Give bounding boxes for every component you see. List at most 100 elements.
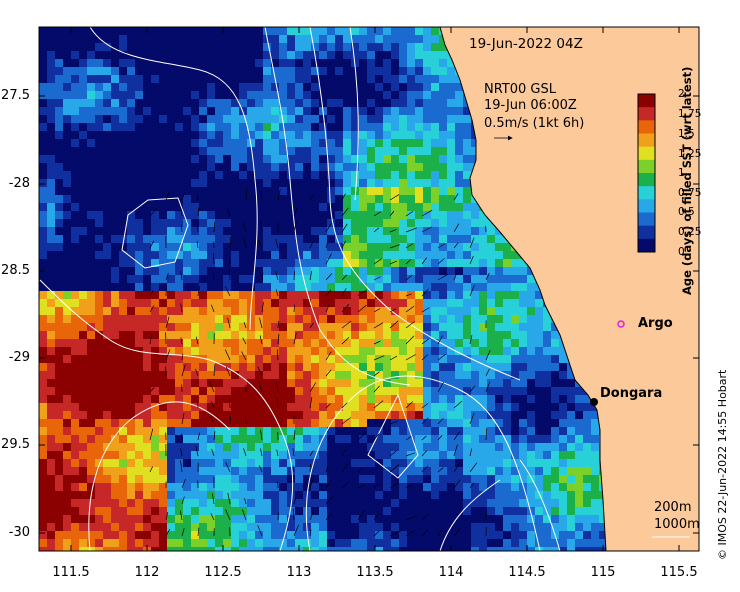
sst-age-cell <box>367 299 375 307</box>
sst-age-cell <box>111 419 119 427</box>
sst-age-cell <box>527 387 535 395</box>
sst-age-cell <box>335 347 343 355</box>
sst-age-cell <box>119 275 127 283</box>
sst-age-cell <box>511 411 519 419</box>
sst-age-cell <box>559 443 567 451</box>
current-vector <box>195 445 199 457</box>
sst-age-cell <box>143 219 151 227</box>
sst-age-cell <box>551 355 559 363</box>
sst-age-cell <box>183 251 191 259</box>
sst-age-cell <box>55 547 63 551</box>
sst-age-cell <box>71 323 79 331</box>
sst-age-cell <box>455 267 463 275</box>
sst-age-cell <box>455 91 463 99</box>
current-vector <box>405 259 412 265</box>
sst-age-cell <box>167 75 175 83</box>
sst-age-cell <box>127 163 135 171</box>
sst-age-cell <box>319 499 327 507</box>
sst-age-cell <box>231 51 239 59</box>
sst-age-cell <box>175 163 183 171</box>
sst-age-cell <box>39 291 47 299</box>
sst-age-cell <box>119 115 127 123</box>
sst-age-cell <box>255 251 263 259</box>
sst-age-cell <box>375 235 383 243</box>
sst-age-cell <box>319 451 327 459</box>
sst-age-cell <box>375 331 383 339</box>
sst-age-cell <box>119 171 127 179</box>
sst-age-cell <box>327 299 335 307</box>
sst-age-cell <box>199 115 207 123</box>
sst-age-cell <box>151 419 159 427</box>
sst-age-cell <box>271 539 279 547</box>
sst-age-cell <box>407 59 415 67</box>
current-vector <box>341 449 346 457</box>
sst-age-cell <box>111 211 119 219</box>
sst-age-cell <box>399 99 407 107</box>
sst-age-cell <box>327 491 335 499</box>
sst-age-cell <box>119 371 127 379</box>
sst-age-cell <box>551 499 559 507</box>
sst-age-cell <box>111 331 119 339</box>
sst-age-cell <box>111 291 119 299</box>
sst-age-cell <box>255 115 263 123</box>
sst-age-cell <box>215 67 223 75</box>
sst-age-cell <box>415 291 423 299</box>
sst-age-cell <box>183 371 191 379</box>
sst-age-cell <box>279 547 287 551</box>
current-vector <box>453 431 460 441</box>
sst-age-cell <box>591 475 599 483</box>
sst-age-cell <box>279 395 287 403</box>
sst-age-cell <box>423 531 431 539</box>
sst-age-cell <box>287 227 295 235</box>
sst-age-cell <box>439 83 447 91</box>
sst-age-cell <box>191 67 199 75</box>
sst-age-cell <box>479 259 487 267</box>
sst-age-cell <box>183 243 191 251</box>
sst-age-cell <box>183 307 191 315</box>
sst-age-cell <box>599 499 606 507</box>
sst-age-cell <box>135 307 143 315</box>
sst-age-cell <box>119 491 127 499</box>
sst-age-cell <box>375 35 383 43</box>
sst-age-cell <box>279 523 287 531</box>
sst-age-cell <box>215 339 223 347</box>
sst-age-cell <box>559 395 567 403</box>
sst-age-cell <box>47 507 55 515</box>
sst-age-cell <box>287 195 295 203</box>
coastline <box>439 26 607 552</box>
sst-age-cell <box>207 67 215 75</box>
sst-age-cell <box>63 203 71 211</box>
sst-age-cell <box>399 227 407 235</box>
current-vector <box>421 403 429 409</box>
sst-age-cell <box>119 419 127 427</box>
sst-age-cell <box>239 483 247 491</box>
sst-age-cell <box>95 67 103 75</box>
sst-age-cell <box>519 515 527 523</box>
sst-age-cell <box>423 35 431 43</box>
sst-age-cell <box>231 467 239 475</box>
sst-age-cell <box>191 339 199 347</box>
sst-age-cell <box>511 491 519 499</box>
sst-age-cell <box>151 267 159 275</box>
sst-age-cell <box>119 395 127 403</box>
sst-age-cell <box>335 275 343 283</box>
sst-age-cell <box>343 459 351 467</box>
sst-age-cell <box>263 371 271 379</box>
sst-age-cell <box>263 379 271 387</box>
sst-age-cell <box>143 363 151 371</box>
sst-age-cell <box>279 275 287 283</box>
sst-age-cell <box>103 187 111 195</box>
sst-age-cell <box>551 523 559 531</box>
sst-age-cell <box>199 347 207 355</box>
sst-age-cell <box>359 99 367 107</box>
sst-age-cell <box>95 283 103 291</box>
sst-age-cell <box>391 51 399 59</box>
sst-age-cell <box>303 291 311 299</box>
sst-age-cell <box>295 275 303 283</box>
sst-age-cell <box>119 147 127 155</box>
sst-age-cell <box>47 427 55 435</box>
sst-age-cell <box>159 515 167 523</box>
sst-age-cell <box>207 315 215 323</box>
sst-age-cell <box>487 299 495 307</box>
current-vector <box>389 308 397 313</box>
